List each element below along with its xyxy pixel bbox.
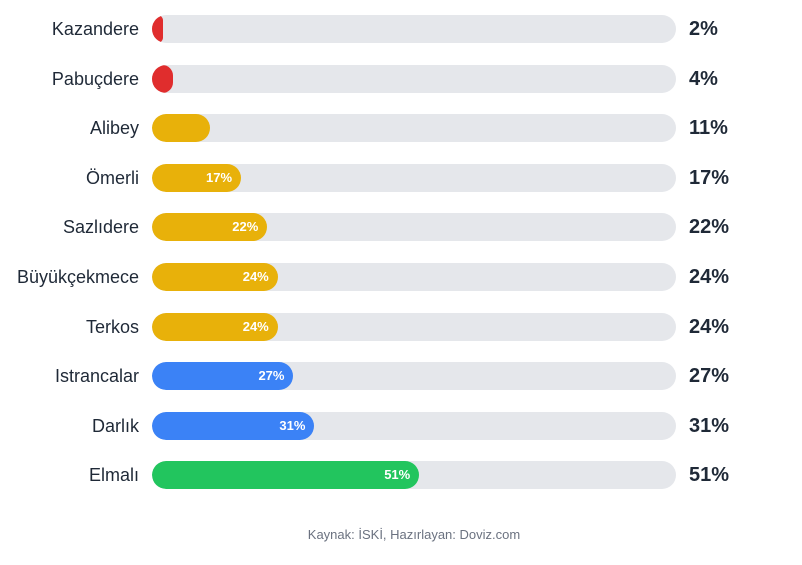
category-label: Alibey [89,118,139,139]
bar-row: Elmalı 51% 51% [0,461,802,490]
source-note: Kaynak: İSKİ, Hazırlayan: Doviz.com [307,527,521,542]
value-label: 51% [689,464,730,487]
bar [152,64,173,93]
value-label: 17% [689,166,730,189]
bar: 51% [152,461,420,490]
bar: 24% [152,263,278,291]
bar: 27% [152,362,294,391]
bar-track [152,15,676,43]
bar-row: Sazlıdere 22% 22% [0,213,802,242]
bar-track [152,64,676,93]
bar-track: 24% [152,312,676,341]
bar-row: Darlık 31% 31% [0,411,802,440]
bar-inner-label: 24% [242,269,269,284]
bar: 31% [152,411,315,440]
bar: 24% [152,312,278,341]
category-label: Darlık [91,415,139,436]
value-label: 24% [689,315,730,338]
bar-row: Kazandere 2% [0,15,802,43]
bar-inner-label: 27% [258,368,285,384]
category-label: Kazandere [51,19,139,39]
category-label: Pabuçdere [51,68,139,89]
category-label: Istrancalar [54,366,139,387]
value-label: 11% [689,117,728,140]
value-label: 4% [689,67,718,90]
category-label: Ömerli [86,167,139,188]
bar-track: 51% [152,461,676,490]
category-label: Terkos [85,316,139,337]
bar: 17% [152,163,242,192]
value-label: 2% [689,18,718,40]
bar-row: Büyükçekmece 24% 24% [0,263,802,291]
bar-row: Alibey 11% [0,114,802,143]
value-label: 31% [689,414,730,437]
bar-inner-label: 17% [206,169,233,185]
bar-inner-label: 24% [242,318,269,334]
bar-row: Terkos 24% 24% [0,312,802,341]
bar-track [152,114,676,143]
bar: 22% [152,213,268,242]
category-label: Elmalı [88,465,139,486]
category-label: Sazlıdere [62,217,139,238]
value-label: 22% [689,216,730,239]
bar-track: 22% [152,213,676,242]
value-label: 24% [689,266,730,288]
category-label: Büyükçekmece [16,267,139,287]
bar-track: 24% [152,263,676,291]
bar-row: Ömerli 17% 17% [0,163,802,192]
bar [152,114,210,143]
bar-inner-label: 51% [384,467,411,483]
bar-track: 27% [152,362,676,391]
bar-track: 17% [152,163,676,192]
bar-track: 31% [152,411,676,440]
bar [152,15,163,43]
bar-row: Istrancalar 27% 27% [0,362,802,391]
bar-row: Pabuçdere 4% [0,64,802,93]
bar-inner-label: 31% [279,417,306,433]
value-label: 27% [689,365,730,388]
bar-inner-label: 22% [232,219,259,235]
